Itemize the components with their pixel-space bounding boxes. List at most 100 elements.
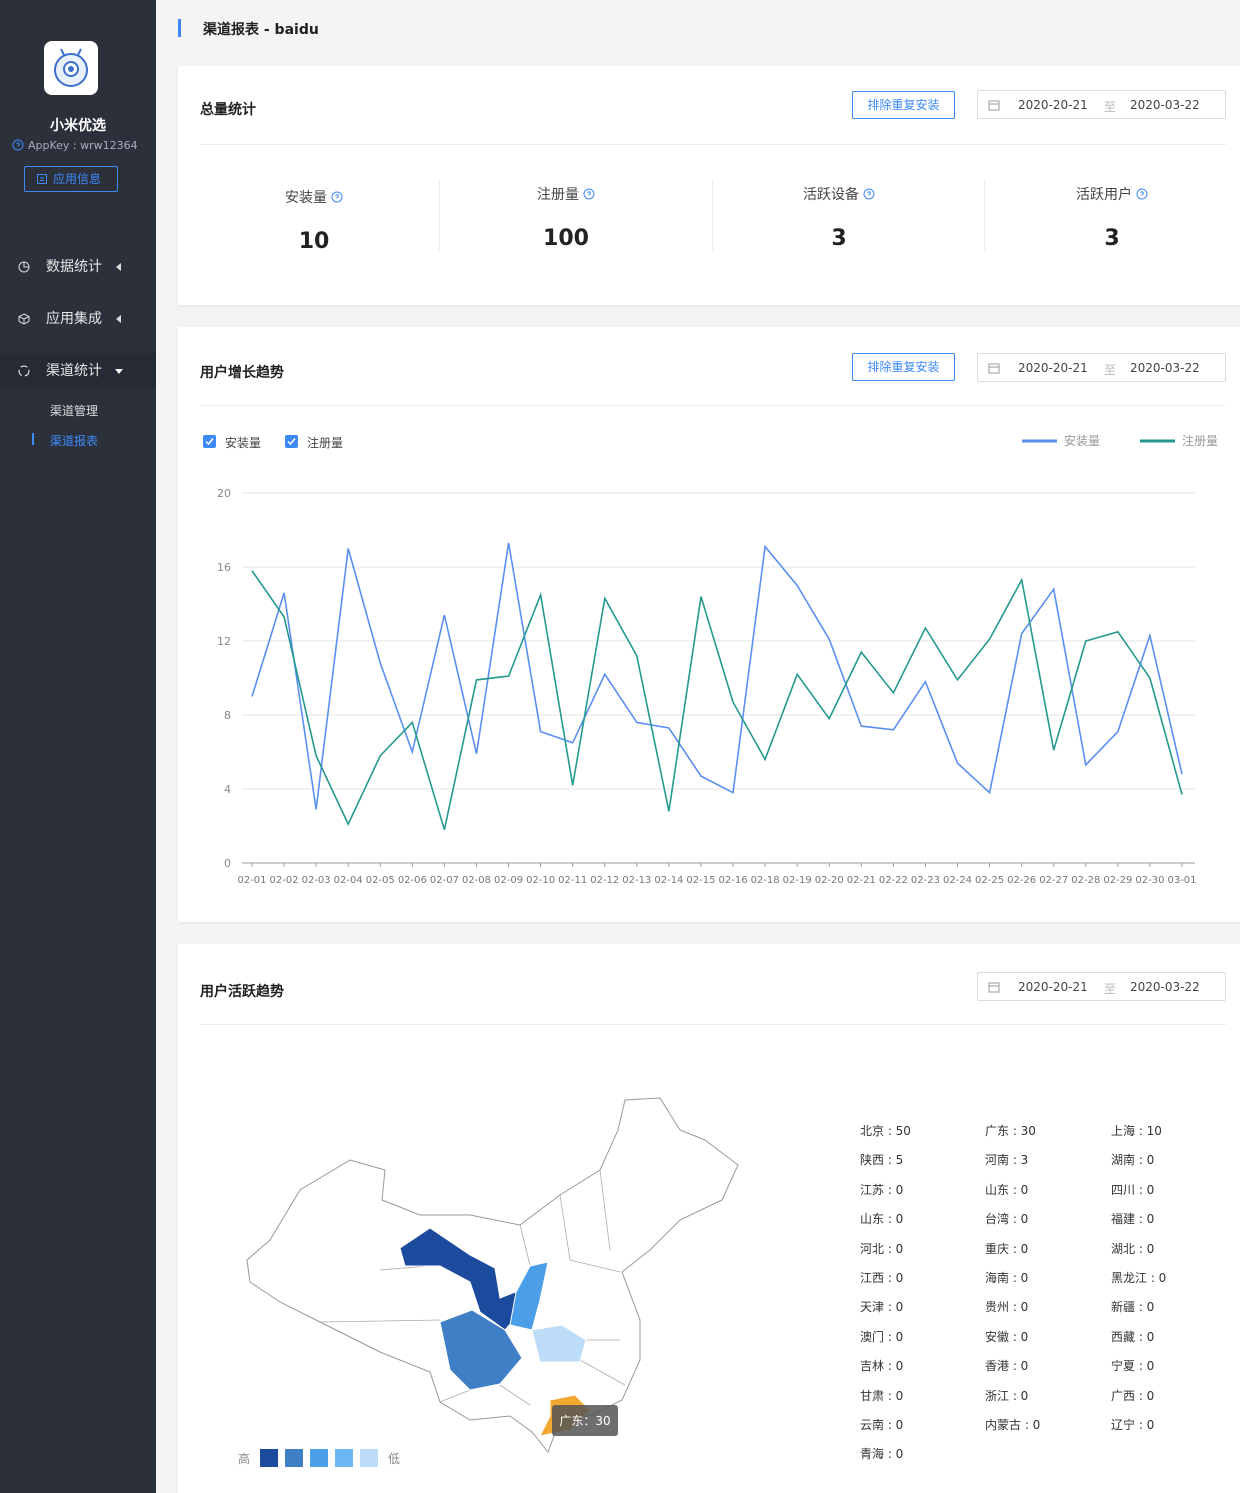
x-tick-label: 02-16 <box>719 875 748 886</box>
growth-card: 用户增长趋势 排除重复安装 2020-20-21 至 2020-03-22 0 4… <box>178 327 1240 922</box>
region-item: 广西 : 0 <box>1111 1388 1155 1403</box>
calendar-icon <box>988 100 1000 111</box>
region-item: 江苏 : 0 <box>860 1182 904 1197</box>
region-item: 安徽 : 0 <box>985 1329 1029 1344</box>
date-end: 2020-03-22 <box>1130 980 1200 994</box>
stat: 注册量 100 <box>430 184 702 251</box>
date-range[interactable]: 2020-20-21 至 2020-03-22 <box>977 353 1226 382</box>
x-tick-label: 02-18 <box>751 875 780 886</box>
legend-low: 低 <box>388 1452 401 1466</box>
x-tick-label: 02-27 <box>1039 875 1068 886</box>
region-item: 河北 : 0 <box>860 1241 904 1256</box>
x-tick-label: 02-04 <box>334 875 363 886</box>
menu-label: 数据统计 <box>46 259 102 275</box>
y-tick-label: 8 <box>224 709 231 722</box>
stat-value: 3 <box>831 226 847 251</box>
help-circle <box>331 191 343 203</box>
x-tick-label: 02-11 <box>558 875 587 886</box>
region-item: 湖北 : 0 <box>1111 1241 1155 1256</box>
help-wrap <box>1132 187 1148 200</box>
region-item: 内蒙古 : 0 <box>985 1418 1041 1432</box>
help-icon <box>331 191 343 203</box>
date-separator: 至 <box>1104 982 1117 996</box>
region-item: 西藏 : 0 <box>1111 1329 1155 1344</box>
x-tick-label: 02-03 <box>302 875 331 886</box>
region-item: 甘肃 : 0 <box>860 1388 904 1403</box>
menu-item[interactable]: 数据统计 <box>0 249 156 285</box>
menu-icon <box>18 261 30 273</box>
separator <box>984 179 985 251</box>
calendar-icon <box>988 982 1000 993</box>
region-item: 北京 : 50 <box>860 1124 911 1138</box>
tooltip: 广东：30 <box>559 1414 610 1428</box>
submenu-item[interactable]: 渠道报表 <box>50 434 99 448</box>
x-tick-label: 02-12 <box>590 875 619 886</box>
legend-swatch <box>335 1449 353 1467</box>
checkmark <box>287 438 296 446</box>
china-map: 广东：30 <box>246 1097 739 1453</box>
stat: 活跃用户 3 <box>976 184 1240 251</box>
stat-value: 100 <box>543 226 589 251</box>
menu-item[interactable]: 渠道统计 <box>0 353 156 389</box>
dedupe-button[interactable]: 排除重复安装 <box>852 91 955 119</box>
help-icon <box>863 188 875 200</box>
x-tick-label: 02-24 <box>943 875 972 886</box>
card-title: 用户活跃趋势 <box>200 984 284 1000</box>
y-tick-label: 12 <box>217 635 231 648</box>
date-range[interactable]: 2020-20-21 至 2020-03-22 <box>977 90 1226 119</box>
menu-label: 渠道统计 <box>46 363 102 379</box>
dedupe-button[interactable]: 排除重复安装 <box>852 353 955 381</box>
app-info-label: 应用信息 <box>53 172 102 186</box>
legend-swatch <box>260 1449 278 1467</box>
stat-label: 安装量 <box>285 190 327 206</box>
region-item: 台湾 : 0 <box>985 1212 1029 1227</box>
y-tick-label: 0 <box>224 857 231 870</box>
date-start: 2020-20-21 <box>1018 361 1088 375</box>
help-wrap <box>327 190 343 203</box>
series-line <box>251 570 1183 830</box>
region-item: 吉林 : 0 <box>860 1359 904 1374</box>
x-tick-label: 02-30 <box>1135 875 1164 886</box>
menu-icon <box>18 365 30 377</box>
help-mark <box>867 191 872 196</box>
legend-swatch <box>285 1449 303 1467</box>
menu-icon <box>18 313 30 325</box>
active-indicator <box>32 433 34 445</box>
x-tick-label: 02-01 <box>237 875 266 886</box>
checkbox-label: 注册量 <box>307 435 343 450</box>
x-tick-label: 02-05 <box>366 875 395 886</box>
x-tick-label: 02-23 <box>911 875 940 886</box>
stat: 活跃设备 3 <box>703 184 975 251</box>
submenu-item[interactable]: 渠道管理 <box>50 404 99 418</box>
series-line <box>251 542 1183 810</box>
region-item: 青海 : 0 <box>860 1447 904 1462</box>
menu-item[interactable]: 应用集成 <box>0 301 156 337</box>
checkbox <box>285 435 298 448</box>
help-circle <box>1136 188 1148 200</box>
x-tick-label: 02-25 <box>975 875 1004 886</box>
x-tick-label: 03-01 <box>1167 875 1196 886</box>
date-start: 2020-20-21 <box>1018 980 1088 994</box>
y-tick-label: 20 <box>217 487 231 500</box>
legend-swatch <box>310 1449 328 1467</box>
app-info-button[interactable]: 应用信息 <box>24 166 118 192</box>
tooltip-box <box>552 1405 618 1436</box>
date-range[interactable]: 2020-20-21 至 2020-03-22 <box>977 972 1226 1001</box>
region-item: 重庆 : 0 <box>985 1241 1029 1256</box>
card-title: 总量统计 <box>200 102 256 118</box>
region-sichuan <box>439 1309 523 1391</box>
help-icon <box>12 139 24 151</box>
x-tick-label: 02-26 <box>1007 875 1036 886</box>
divider <box>200 144 1226 145</box>
x-tick-label: 02-14 <box>654 875 683 886</box>
x-tick-label: 02-28 <box>1071 875 1100 886</box>
x-tick-label: 02-13 <box>622 875 651 886</box>
help-mark <box>1140 191 1145 196</box>
divider <box>200 1024 1226 1025</box>
region-item: 天津 : 0 <box>860 1300 904 1315</box>
separator <box>712 179 713 251</box>
help-circle <box>583 188 595 200</box>
help-circle <box>863 188 875 200</box>
region-item: 江西 : 0 <box>860 1271 904 1285</box>
